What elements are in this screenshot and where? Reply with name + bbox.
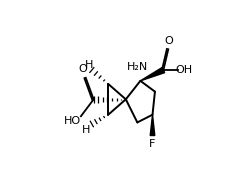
Text: H₂N: H₂N <box>127 62 148 72</box>
Text: O: O <box>78 64 87 73</box>
Text: F: F <box>149 139 156 149</box>
Polygon shape <box>140 68 165 81</box>
Text: O: O <box>164 36 173 46</box>
Text: H: H <box>82 125 90 135</box>
Polygon shape <box>150 115 155 136</box>
Text: HO: HO <box>64 116 81 126</box>
Text: OH: OH <box>176 65 193 75</box>
Text: H: H <box>84 60 93 70</box>
